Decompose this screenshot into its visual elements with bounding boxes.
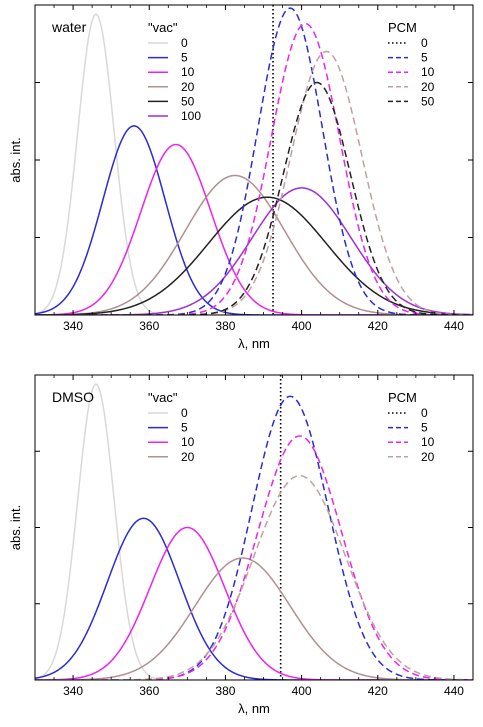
chart-panel-water: 340 360 380 400 420 440 λ, nm abs. int. water "va… xyxy=(8,4,474,351)
legend-label-pcm-5: 5 xyxy=(421,51,428,65)
legend-label-pcm-5: 5 xyxy=(421,421,428,435)
y-axis-label: abs. int. xyxy=(8,137,23,183)
x-tick-label: 440 xyxy=(444,684,464,698)
series-vac-5 xyxy=(35,517,473,680)
legend-label-pcm-50: 50 xyxy=(421,94,435,108)
x-tick-label: 380 xyxy=(215,684,235,698)
x-tick-label: 420 xyxy=(368,684,388,698)
series-vac-10 xyxy=(35,526,473,680)
x-tick-label: 440 xyxy=(444,319,464,333)
series-pcm-20 xyxy=(35,50,473,315)
series-pcm-5 xyxy=(35,395,473,680)
series-pcm-20 xyxy=(35,474,473,680)
panel-label: water xyxy=(51,19,87,35)
x-tick-label: 380 xyxy=(215,319,235,333)
x-tick-label: 400 xyxy=(292,684,312,698)
y-axis-label: abs. int. xyxy=(8,505,23,551)
chart-panel-dmso: 340 360 380 400 420 440 λ, nm abs. int. DMSO "vac… xyxy=(8,374,474,716)
x-tick-label: 400 xyxy=(292,319,312,333)
legend-label-vac-100: 100 xyxy=(181,109,201,123)
series-pcm-50 xyxy=(35,81,473,315)
legend-label-vac-10: 10 xyxy=(181,65,195,79)
legend-label-vac-50: 50 xyxy=(181,94,195,108)
x-axis-label: λ, nm xyxy=(238,336,270,351)
legend-label-vac-10: 10 xyxy=(181,435,195,449)
x-tick-label: 420 xyxy=(368,319,388,333)
legend-label-pcm-10: 10 xyxy=(421,65,435,79)
legend-label-vac-0: 0 xyxy=(181,406,188,420)
series-vac-0 xyxy=(35,13,473,315)
legend-label-vac-5: 5 xyxy=(181,421,188,435)
legend-label-pcm-0: 0 xyxy=(421,406,428,420)
x-tick-label: 360 xyxy=(139,319,159,333)
legend-label-pcm-20: 20 xyxy=(421,80,435,94)
series-vac-20 xyxy=(35,557,473,680)
series-vac-10 xyxy=(35,143,473,315)
plot-frame xyxy=(34,4,474,316)
curves xyxy=(35,383,473,680)
legend-label-pcm-0: 0 xyxy=(421,36,428,50)
x-tick-label: 340 xyxy=(63,319,83,333)
legend-pcm-title: PCM xyxy=(388,20,417,35)
series-vac-20 xyxy=(35,174,473,315)
legend-label-vac-20: 20 xyxy=(181,80,195,94)
legend-pcm-title: PCM xyxy=(388,390,417,405)
legend-label-pcm-10: 10 xyxy=(421,435,435,449)
legend-vac-title: "vac" xyxy=(148,20,178,35)
series-pcm-10 xyxy=(35,435,473,680)
series-vac-50 xyxy=(35,196,473,315)
x-axis-label: λ, nm xyxy=(238,701,270,716)
series-pcm-5 xyxy=(35,7,473,315)
panel-label: DMSO xyxy=(52,389,94,405)
x-tick-label: 340 xyxy=(63,684,83,698)
legend-label-vac-20: 20 xyxy=(181,450,195,464)
legend-label-vac-0: 0 xyxy=(181,36,188,50)
curves xyxy=(35,7,473,315)
legend-label-vac-5: 5 xyxy=(181,51,188,65)
legend-label-pcm-20: 20 xyxy=(421,450,435,464)
plot-frame xyxy=(34,374,474,681)
series-vac-0 xyxy=(35,383,473,680)
legend-vac-title: "vac" xyxy=(148,390,178,405)
x-tick-label: 360 xyxy=(139,684,159,698)
series-pcm-10 xyxy=(35,22,473,315)
